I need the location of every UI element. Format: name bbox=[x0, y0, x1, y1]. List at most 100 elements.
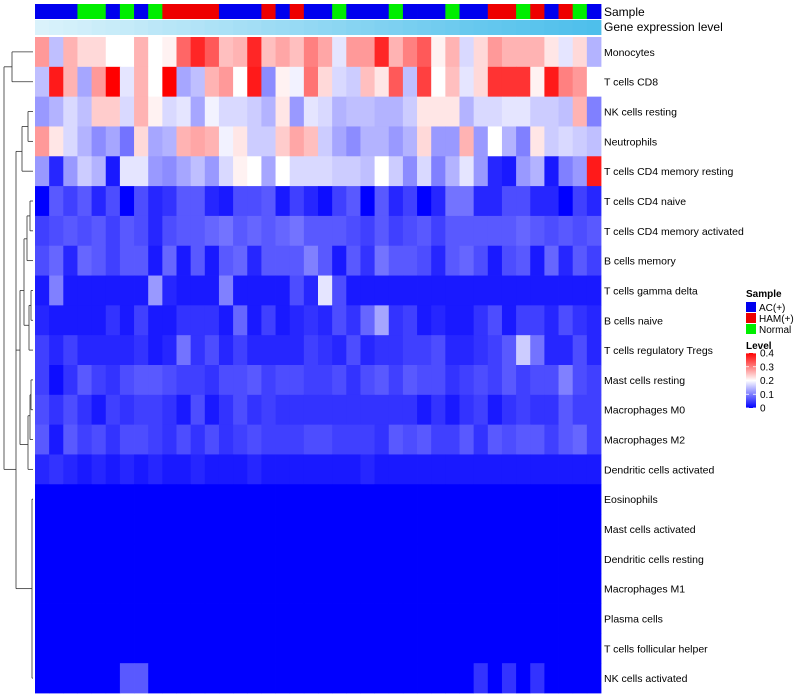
heatmap-cell bbox=[516, 305, 531, 336]
heatmap-cell bbox=[402, 215, 418, 247]
heatmap-cell bbox=[402, 573, 418, 604]
heatmap-cell bbox=[360, 245, 375, 276]
sample-annotation-cell bbox=[91, 4, 107, 19]
gene-expression-cell bbox=[261, 20, 276, 35]
heatmap-cell bbox=[77, 514, 92, 545]
heatmap-cell bbox=[77, 275, 92, 306]
heatmap-cell bbox=[218, 37, 234, 68]
heatmap-cell bbox=[402, 484, 418, 515]
sample-annotation-cell bbox=[417, 4, 432, 19]
row-label: Macrophages M2 bbox=[604, 435, 685, 447]
heatmap-cell bbox=[247, 275, 262, 306]
heatmap-cell bbox=[247, 543, 262, 575]
heatmap-cell bbox=[77, 573, 92, 604]
heatmap-cell bbox=[431, 484, 446, 515]
heatmap-cell bbox=[501, 424, 517, 455]
gene-expression-cell bbox=[91, 20, 107, 35]
heatmap-cell bbox=[148, 394, 163, 426]
heatmap-cell bbox=[63, 454, 78, 485]
heatmap-cell bbox=[105, 663, 121, 694]
heatmap-cell bbox=[487, 126, 503, 157]
heatmap-cell bbox=[332, 186, 347, 217]
heatmap-cell bbox=[233, 484, 248, 515]
heatmap-cell bbox=[516, 126, 531, 157]
heatmap-cell bbox=[473, 275, 489, 306]
gene-expression-cell bbox=[346, 20, 361, 35]
heatmap-cell bbox=[431, 543, 446, 575]
heatmap-cell bbox=[445, 663, 460, 694]
heatmap-cell bbox=[346, 484, 361, 515]
heatmap-cell bbox=[487, 365, 503, 396]
sample-annotation-cell bbox=[516, 4, 531, 19]
heatmap-cell bbox=[487, 454, 503, 485]
heatmap-cell bbox=[275, 126, 291, 157]
heatmap-cell bbox=[77, 484, 92, 515]
heatmap-cell bbox=[91, 275, 107, 306]
heatmap-cell bbox=[119, 335, 135, 366]
heatmap-cell bbox=[35, 305, 50, 336]
heatmap-cell bbox=[487, 543, 503, 575]
heatmap-cell bbox=[49, 514, 64, 545]
heatmap-cell bbox=[332, 66, 347, 98]
heatmap-cell bbox=[544, 484, 559, 515]
heatmap-cell bbox=[459, 454, 475, 485]
heatmap-cell bbox=[233, 66, 248, 98]
gene-expression-cell bbox=[77, 20, 92, 35]
heatmap-cell bbox=[303, 275, 319, 306]
heatmap-cell bbox=[558, 514, 574, 545]
heatmap-cell bbox=[204, 96, 220, 127]
heatmap-cell bbox=[261, 245, 276, 276]
heatmap-cell bbox=[190, 663, 206, 694]
gene-expression-cell bbox=[459, 20, 475, 35]
heatmap-cell bbox=[162, 156, 177, 187]
heatmap-cell bbox=[402, 245, 418, 276]
heatmap-cell bbox=[530, 603, 545, 634]
heatmap-cell bbox=[487, 394, 503, 426]
heatmap-cell bbox=[49, 275, 64, 306]
heatmap-cell bbox=[303, 37, 319, 68]
heatmap-cell bbox=[558, 454, 574, 485]
heatmap-cell bbox=[572, 66, 588, 98]
sample-annotation-cell bbox=[402, 4, 418, 19]
heatmap-cell bbox=[402, 37, 418, 68]
heatmap-cell bbox=[501, 573, 517, 604]
heatmap-cell bbox=[105, 126, 121, 157]
row-label: NK cells activated bbox=[604, 673, 688, 685]
sample-annotation-cell bbox=[49, 4, 64, 19]
heatmap-cell bbox=[572, 126, 588, 157]
gene-expression-cell bbox=[388, 20, 404, 35]
heatmap-cell bbox=[445, 66, 460, 98]
heatmap-cell bbox=[218, 126, 234, 157]
heatmap-cell bbox=[275, 424, 291, 455]
heatmap-cell bbox=[586, 424, 602, 455]
heatmap-cell bbox=[360, 663, 375, 694]
heatmap-cell bbox=[530, 126, 545, 157]
heatmap-cell bbox=[63, 96, 78, 127]
heatmap-cell bbox=[204, 424, 220, 455]
heatmap-cell bbox=[204, 394, 220, 426]
sample-annotation-cell bbox=[431, 4, 446, 19]
heatmap-cell bbox=[516, 484, 531, 515]
heatmap-cell bbox=[247, 365, 262, 396]
sample-annotation-cell bbox=[162, 4, 177, 19]
gene-expression-cell bbox=[303, 20, 319, 35]
heatmap-cell bbox=[63, 514, 78, 545]
heatmap-cell bbox=[388, 335, 404, 366]
heatmap-cell bbox=[218, 156, 234, 187]
heatmap-cell bbox=[289, 335, 305, 366]
heatmap-cell bbox=[119, 484, 135, 515]
heatmap-cell bbox=[190, 603, 206, 634]
heatmap-cell bbox=[346, 603, 361, 634]
heatmap-cell bbox=[374, 663, 390, 694]
heatmap-cell bbox=[459, 126, 475, 157]
gene-expression-cell bbox=[105, 20, 121, 35]
heatmap-cell bbox=[261, 275, 276, 306]
heatmap-cell bbox=[63, 394, 78, 426]
heatmap-cell bbox=[558, 663, 574, 694]
heatmap-cell bbox=[318, 454, 333, 485]
level-colorbar bbox=[746, 353, 756, 408]
heatmap-cell bbox=[318, 335, 333, 366]
heatmap-cell bbox=[431, 573, 446, 604]
sample-annotation-cell bbox=[318, 4, 333, 19]
heatmap-cell bbox=[431, 215, 446, 247]
